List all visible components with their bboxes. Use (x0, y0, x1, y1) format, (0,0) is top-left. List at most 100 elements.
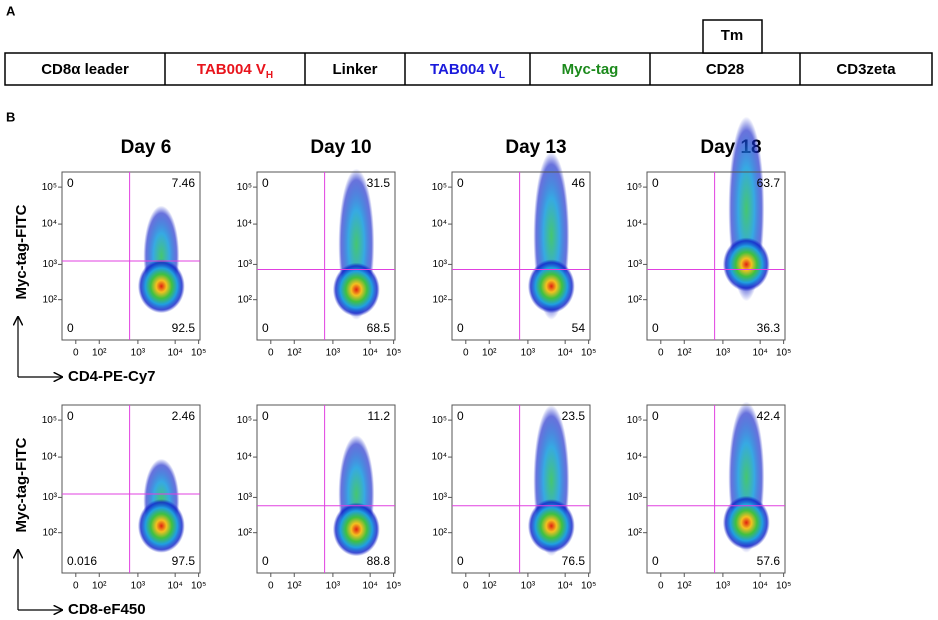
x-tick-label: 10⁵ (581, 581, 596, 592)
y-tick-label: 10³ (628, 492, 643, 503)
day-title: Day 10 (310, 137, 371, 158)
y-tick-label: 10⁴ (42, 452, 57, 463)
flow-plot: 0 7.46 0 92.5 0 10² 10³ 10⁴ 10⁵ 10² 10³ 10⁴ 10⁵ (42, 171, 206, 359)
y-tick-label: 10⁴ (432, 219, 447, 230)
density-cloud (137, 499, 185, 553)
segment-text: TAB004 V (430, 61, 499, 78)
quadrant-value: 0 (67, 409, 74, 423)
segment-label: CD8α leader (41, 61, 129, 78)
y-tick-label: 10² (433, 294, 448, 305)
y-tick-label: 10⁴ (432, 452, 447, 463)
y-tick-label: 10⁵ (627, 415, 642, 426)
x-tick-label: 10² (677, 581, 692, 592)
x-tick-label: 0 (73, 348, 79, 359)
density-cloud (722, 237, 770, 292)
x-tick-label: 10⁴ (752, 581, 767, 592)
segment-label: TAB004 VH (197, 61, 273, 81)
x-tick-label: 10³ (716, 581, 731, 592)
y-tick-label: 10³ (433, 492, 448, 503)
x-tick-label: 0 (73, 581, 79, 592)
y-tick-label: 10² (43, 294, 58, 305)
x-tick-label: 10⁵ (386, 581, 401, 592)
quadrant-value: 0 (652, 554, 659, 568)
x-tick-label: 10⁴ (557, 348, 572, 359)
x-tick-label: 10⁵ (776, 348, 791, 359)
y-tick-label: 10² (43, 527, 58, 538)
x-tick-label: 10⁵ (776, 581, 791, 592)
x-tick-label: 10³ (131, 348, 146, 359)
segment-text: Myc-tag (562, 61, 619, 78)
panel-label: A (6, 3, 16, 18)
quadrant-value: 97.5 (172, 554, 196, 568)
plot-frame (646, 171, 786, 341)
y-tick-label: 10⁴ (237, 219, 252, 230)
y-tick-label: 10⁵ (432, 182, 447, 193)
y-tick-label: 10² (628, 294, 643, 305)
y-tick-label: 10² (238, 527, 253, 538)
day-title: Day 6 (121, 137, 172, 158)
y-tick-label: 10⁵ (237, 415, 252, 426)
flow-plot: 0 2.46 0.016 97.5 0 10² 10³ 10⁴ 10⁵ 10² 10³ 10⁴ 10⁵ (42, 404, 206, 592)
quadrant-value: 0 (652, 321, 659, 335)
x-tick-label: 10⁴ (167, 581, 182, 592)
density-cloud (527, 499, 575, 553)
quadrant-value: 63.7 (757, 176, 781, 190)
segment-text: TAB004 V (197, 61, 266, 78)
x-tick-label: 10⁴ (362, 581, 377, 592)
y-tick-label: 10⁵ (237, 182, 252, 193)
construct-bar (4, 52, 933, 86)
segment-subscript: H (266, 70, 273, 81)
quadrant-value: 2.46 (172, 409, 196, 423)
flow-plot: 0 31.5 0 68.5 0 10² 10³ 10⁴ 10⁵ 10² 10³ 10⁴ 10⁵ (237, 168, 401, 359)
x-tick-label: 0 (268, 348, 274, 359)
x-tick-label: 0 (463, 348, 469, 359)
quadrant-value: 0 (262, 321, 269, 335)
x-tick-label: 10⁵ (386, 348, 401, 359)
y-tick-label: 10⁵ (627, 182, 642, 193)
segment-text: Linker (332, 61, 377, 78)
quadrant-value: 68.5 (367, 321, 391, 335)
y-tick-label: 10⁵ (42, 415, 57, 426)
quadrant-value: 0.016 (67, 554, 97, 568)
plot-frame (646, 404, 786, 574)
quadrant-value: 76.5 (562, 554, 586, 568)
y-tick-label: 10⁴ (42, 219, 57, 230)
density-cloud (332, 502, 380, 557)
segment-label: CD3zeta (836, 61, 896, 78)
segment-label: TAB004 VL (430, 61, 505, 81)
x-tick-label: 10⁵ (581, 348, 596, 359)
y-tick-label: 10⁴ (627, 219, 642, 230)
y-tick-label: 10³ (628, 259, 643, 270)
quadrant-value: 92.5 (172, 321, 196, 335)
segment-label: Linker (332, 61, 377, 78)
segment-subscript: L (499, 70, 505, 81)
x-tick-label: 10² (92, 348, 107, 359)
plot-frame (61, 171, 201, 341)
plot-frame (256, 404, 396, 574)
x-tick-label: 10⁴ (167, 348, 182, 359)
y-tick-label: 10³ (433, 259, 448, 270)
y-tick-label: 10³ (43, 259, 58, 270)
flow-plot: 0 11.2 0 88.8 0 10² 10³ 10⁴ 10⁵ 10² 10³ 10⁴ 10⁵ (237, 404, 401, 592)
segment-label: Myc-tag (562, 61, 619, 78)
x-tick-label: 10³ (716, 348, 731, 359)
quadrant-value: 0 (457, 409, 464, 423)
x-tick-label: 10² (482, 348, 497, 359)
plot-frame (256, 171, 396, 341)
x-tick-label: 10⁵ (191, 348, 206, 359)
quadrant-value: 11.2 (368, 409, 391, 423)
quadrant-value: 88.8 (367, 554, 391, 568)
density-cloud (527, 259, 575, 314)
x-tick-label: 10⁴ (557, 581, 572, 592)
x-tick-label: 10² (287, 348, 302, 359)
y-tick-label: 10⁵ (432, 415, 447, 426)
quadrant-value: 23.5 (562, 409, 586, 423)
quadrant-value: 46 (572, 176, 586, 190)
y-axis-title: Myc-tag-FITC (13, 204, 30, 299)
x-tick-label: 10³ (131, 581, 146, 592)
y-tick-label: 10³ (43, 492, 58, 503)
x-tick-label: 10³ (326, 581, 341, 592)
panel-label: B (6, 109, 15, 124)
x-tick-label: 10⁴ (362, 348, 377, 359)
